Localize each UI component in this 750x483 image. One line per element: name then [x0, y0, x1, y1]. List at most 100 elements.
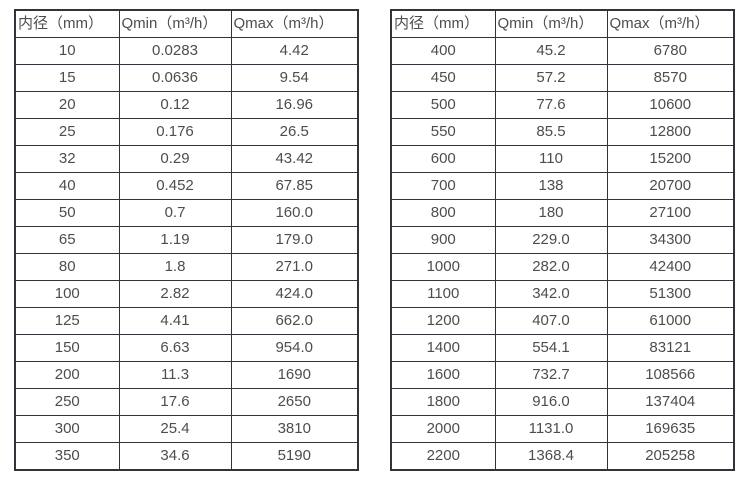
cell: 1100 — [390, 280, 496, 308]
table-row: 1800 916.0 137404 — [390, 388, 735, 416]
cell: 100 — [14, 280, 120, 308]
table-row: 100 2.82 424.0 — [14, 280, 359, 308]
table-row: 10 0.0283 4.42 — [14, 37, 359, 65]
cell: 4.42 — [230, 37, 359, 65]
cell: 0.0283 — [118, 37, 232, 65]
cell: 61000 — [606, 307, 735, 335]
table-row: 550 85.5 12800 — [390, 118, 735, 146]
cell: 179.0 — [230, 226, 359, 254]
table-row: 15 0.0636 9.54 — [14, 64, 359, 92]
cell: 67.85 — [230, 172, 359, 200]
table-row: 300 25.4 3810 — [14, 415, 359, 443]
cell: 1600 — [390, 361, 496, 389]
table-row: 800 180 27100 — [390, 199, 735, 227]
cell: 80 — [14, 253, 120, 281]
cell: 662.0 — [230, 307, 359, 335]
table-row: 1400 554.1 83121 — [390, 334, 735, 362]
cell: 50 — [14, 199, 120, 227]
cell: 2200 — [390, 442, 496, 471]
table-row: 200 11.3 1690 — [14, 361, 359, 389]
cell: 300 — [14, 415, 120, 443]
cell: 800 — [390, 199, 496, 227]
cell: 5190 — [230, 442, 359, 471]
cell: 6780 — [606, 37, 735, 65]
table-row: 1100 342.0 51300 — [390, 280, 735, 308]
cell: 3810 — [230, 415, 359, 443]
table-row: 150 6.63 954.0 — [14, 334, 359, 362]
table-row: 25 0.176 26.5 — [14, 118, 359, 146]
cell: 65 — [14, 226, 120, 254]
cell: 42400 — [606, 253, 735, 281]
table-row: 20 0.12 16.96 — [14, 91, 359, 119]
cell: 0.176 — [118, 118, 232, 146]
cell: 550 — [390, 118, 496, 146]
table-row: 1000 282.0 42400 — [390, 253, 735, 281]
cell: 0.7 — [118, 199, 232, 227]
cell: 180 — [494, 199, 608, 227]
table-row: 450 57.2 8570 — [390, 64, 735, 92]
cell: 350 — [14, 442, 120, 471]
cell: 108566 — [606, 361, 735, 389]
table-row: 350 34.6 5190 — [14, 442, 359, 471]
cell: 1690 — [230, 361, 359, 389]
cell: 32 — [14, 145, 120, 173]
cell: 34.6 — [118, 442, 232, 471]
cell: 110 — [494, 145, 608, 173]
table-row: 1200 407.0 61000 — [390, 307, 735, 335]
cell: 137404 — [606, 388, 735, 416]
table-row: 1600 732.7 108566 — [390, 361, 735, 389]
cell: 6.63 — [118, 334, 232, 362]
cell: 25.4 — [118, 415, 232, 443]
cell: 900 — [390, 226, 496, 254]
flow-rate-table-large-diameters: 内径（mm） Qmin（m³/h） Qmax（m³/h） 400 45.2 6780 450… — [390, 9, 735, 471]
cell: 400 — [390, 37, 496, 65]
cell: 954.0 — [230, 334, 359, 362]
table-row: 600 110 15200 — [390, 145, 735, 173]
cell: 20700 — [606, 172, 735, 200]
cell: 282.0 — [494, 253, 608, 281]
cell: 12800 — [606, 118, 735, 146]
cell: 2.82 — [118, 280, 232, 308]
cell: 271.0 — [230, 253, 359, 281]
column-header: 内径（mm） — [390, 9, 496, 38]
cell: 150 — [14, 334, 120, 362]
cell: 500 — [390, 91, 496, 119]
column-header: Qmin（m³/h） — [118, 9, 232, 38]
cell: 160.0 — [230, 199, 359, 227]
table-row: 32 0.29 43.42 — [14, 145, 359, 173]
cell: 4.41 — [118, 307, 232, 335]
cell: 1131.0 — [494, 415, 608, 443]
cell: 34300 — [606, 226, 735, 254]
cell: 16.96 — [230, 91, 359, 119]
cell: 57.2 — [494, 64, 608, 92]
table-row: 400 45.2 6780 — [390, 37, 735, 65]
cell: 205258 — [606, 442, 735, 471]
cell: 45.2 — [494, 37, 608, 65]
cell: 10 — [14, 37, 120, 65]
cell: 85.5 — [494, 118, 608, 146]
cell: 1368.4 — [494, 442, 608, 471]
cell: 169635 — [606, 415, 735, 443]
column-header: 内径（mm） — [14, 9, 120, 38]
cell: 125 — [14, 307, 120, 335]
cell: 20 — [14, 91, 120, 119]
table-row: 65 1.19 179.0 — [14, 226, 359, 254]
cell: 1400 — [390, 334, 496, 362]
cell: 250 — [14, 388, 120, 416]
cell: 1.19 — [118, 226, 232, 254]
table-row: 2200 1368.4 205258 — [390, 442, 735, 471]
cell: 700 — [390, 172, 496, 200]
column-header: Qmin（m³/h） — [494, 9, 608, 38]
table-row: 40 0.452 67.85 — [14, 172, 359, 200]
cell: 342.0 — [494, 280, 608, 308]
cell: 43.42 — [230, 145, 359, 173]
cell: 200 — [14, 361, 120, 389]
cell: 1800 — [390, 388, 496, 416]
cell: 40 — [14, 172, 120, 200]
table-row: 125 4.41 662.0 — [14, 307, 359, 335]
cell: 8570 — [606, 64, 735, 92]
cell: 15 — [14, 64, 120, 92]
column-header: Qmax（m³/h） — [606, 9, 735, 38]
cell: 1.8 — [118, 253, 232, 281]
